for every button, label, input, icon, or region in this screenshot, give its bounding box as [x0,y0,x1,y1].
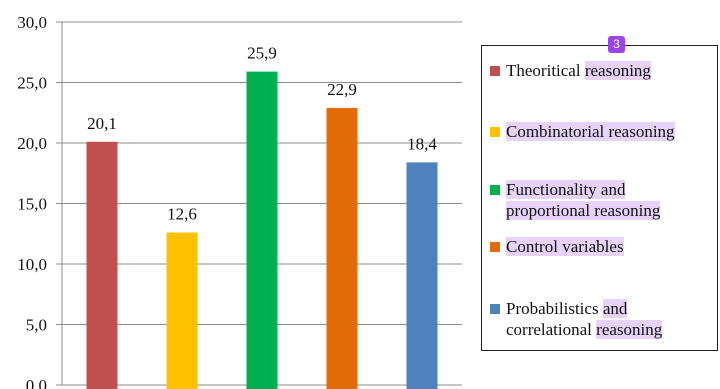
data-label: 12,6 [167,205,197,224]
legend-label: Control variables [506,236,720,257]
bar [166,232,198,389]
legend-label-highlight: Functionality and proportional reasoning [506,180,661,220]
bar [246,71,278,389]
legend: Theoritical reasoning Combinatorial reas… [481,45,718,351]
y-tick-label: 25,0 [17,74,47,93]
legend-label: Probabilistics and correlational reasoni… [506,298,706,340]
legend-label-part: correlational [506,320,597,339]
y-tick-label: 20,0 [17,134,47,153]
annotation-badge: 3 [608,36,625,53]
bar [326,107,358,389]
legend-swatch [490,185,500,195]
bar [406,162,438,389]
y-tick-label: 15,0 [17,195,47,214]
legend-label-highlight: Combinatorial reasoning [506,122,675,141]
y-tick-label: 30,0 [17,13,47,32]
legend-swatch [490,127,500,137]
data-label: 25,9 [247,44,277,63]
legend-label-highlight: and [602,299,628,318]
y-tick-label: 5,0 [26,316,47,335]
legend-swatch [490,304,500,314]
data-label: 18,4 [407,134,437,153]
data-label: 22,9 [327,80,357,99]
bar [86,141,118,389]
legend-label-highlight: reasoning [584,61,651,80]
legend-swatch [490,242,500,252]
legend-label-part: Theoritical [506,61,585,80]
y-tick-label: 0,0 [26,376,47,389]
legend-label-highlight: reasoning [596,320,663,339]
bar-chart: 0,0 5,0 10,0 15,0 20,0 25,0 30,0 20,1 12,6 25,9 22… [17,13,462,389]
legend-swatch [490,66,500,76]
y-tick-label: 10,0 [17,255,47,274]
legend-label: Functionality and proportional reasoning [506,179,696,221]
data-label: 20,1 [87,114,117,133]
legend-label-part: Probabilistics [506,299,603,318]
legend-label: Theoritical reasoning [506,60,720,81]
legend-label-highlight: Control variables [506,237,624,256]
legend-label: Combinatorial reasoning [506,121,720,142]
